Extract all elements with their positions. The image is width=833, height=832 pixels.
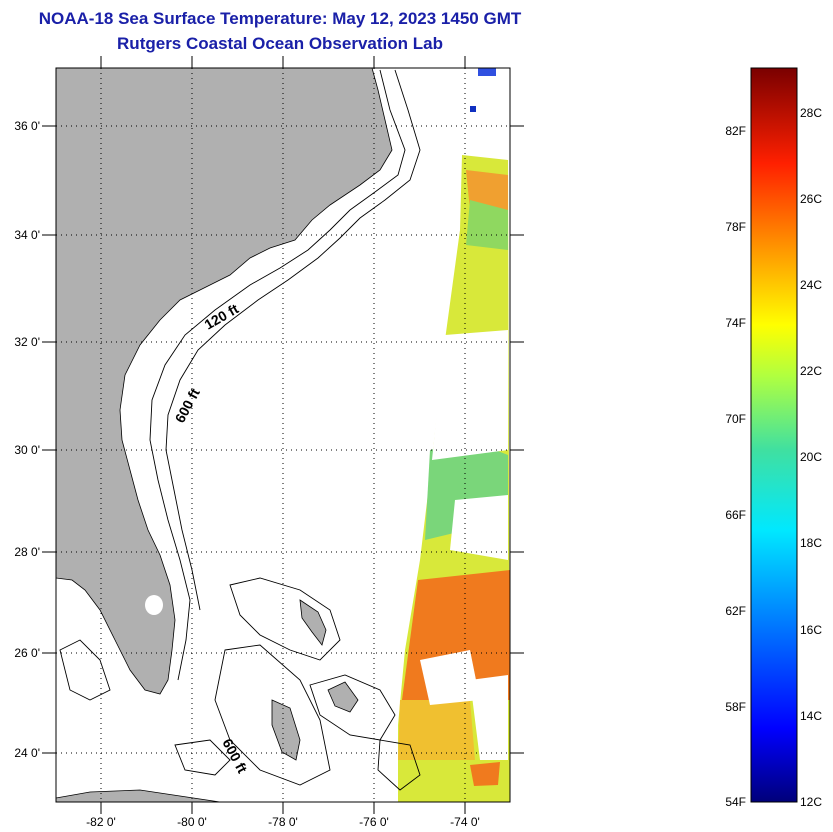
- lat-label: 34 0': [14, 228, 40, 242]
- lat-label: 26 0': [14, 646, 40, 660]
- lon-label: -82 0': [86, 815, 116, 829]
- lon-label: -80 0': [177, 815, 207, 829]
- land-bahamas-abaco: [299, 599, 327, 646]
- land-cuba: [56, 789, 221, 802]
- longitude-labels: -82 0' -80 0' -78 0' -76 0' -74 0': [86, 815, 480, 829]
- sst-swath: [398, 68, 510, 802]
- land-bahamas-eleuthera: [327, 681, 359, 713]
- lon-label: -78 0': [268, 815, 298, 829]
- colorbar-c-label: 26C: [800, 192, 822, 206]
- map-subtitle: Rutgers Coastal Ocean Observation Lab: [117, 34, 443, 53]
- colorbar-f-label: 62F: [725, 604, 746, 618]
- lat-label: 30 0': [14, 443, 40, 457]
- colorbar-c-label: 22C: [800, 364, 822, 378]
- colorbar-c-label: 24C: [800, 278, 822, 292]
- colorbar-c-label: 14C: [800, 709, 822, 723]
- lat-label: 32 0': [14, 335, 40, 349]
- colorbar-c-label: 28C: [800, 106, 822, 120]
- lat-label: 24 0': [14, 746, 40, 760]
- colorbar-f-label: 70F: [725, 412, 746, 426]
- bathymetry-contours: [59, 69, 421, 791]
- colorbar-celsius-labels: 28C 26C 24C 22C 20C 18C 16C 14C 12C: [800, 106, 822, 809]
- colorbar-c-label: 12C: [800, 795, 822, 809]
- frame-ticks: [42, 56, 524, 814]
- colorbar-c-label: 20C: [800, 450, 822, 464]
- colorbar-f-label: 54F: [725, 795, 746, 809]
- land-us-coast: [56, 68, 393, 695]
- colorbar-f-label: 78F: [725, 220, 746, 234]
- colorbar: [750, 67, 798, 803]
- latitude-labels: 36 0' 34 0' 32 0' 30 0' 28 0' 26 0' 24 0…: [14, 119, 40, 760]
- colorbar-f-label: 66F: [725, 508, 746, 522]
- land-bahamas-andros: [271, 699, 301, 761]
- grid-lines: [56, 68, 510, 802]
- colorbar-f-label: 74F: [725, 316, 746, 330]
- lat-label: 36 0': [14, 119, 40, 133]
- lat-label: 28 0': [14, 545, 40, 559]
- map-title: NOAA-18 Sea Surface Temperature: May 12,…: [38, 9, 522, 28]
- lake-okeechobee: [145, 595, 163, 615]
- colorbar-c-label: 16C: [800, 623, 822, 637]
- colorbar-fahrenheit-labels: 82F 78F 74F 70F 66F 62F 58F 54F: [725, 124, 746, 809]
- colorbar-c-label: 18C: [800, 536, 822, 550]
- lon-label: -74 0': [450, 815, 480, 829]
- colorbar-f-label: 82F: [725, 124, 746, 138]
- colorbar-f-label: 58F: [725, 700, 746, 714]
- lon-label: -76 0': [359, 815, 389, 829]
